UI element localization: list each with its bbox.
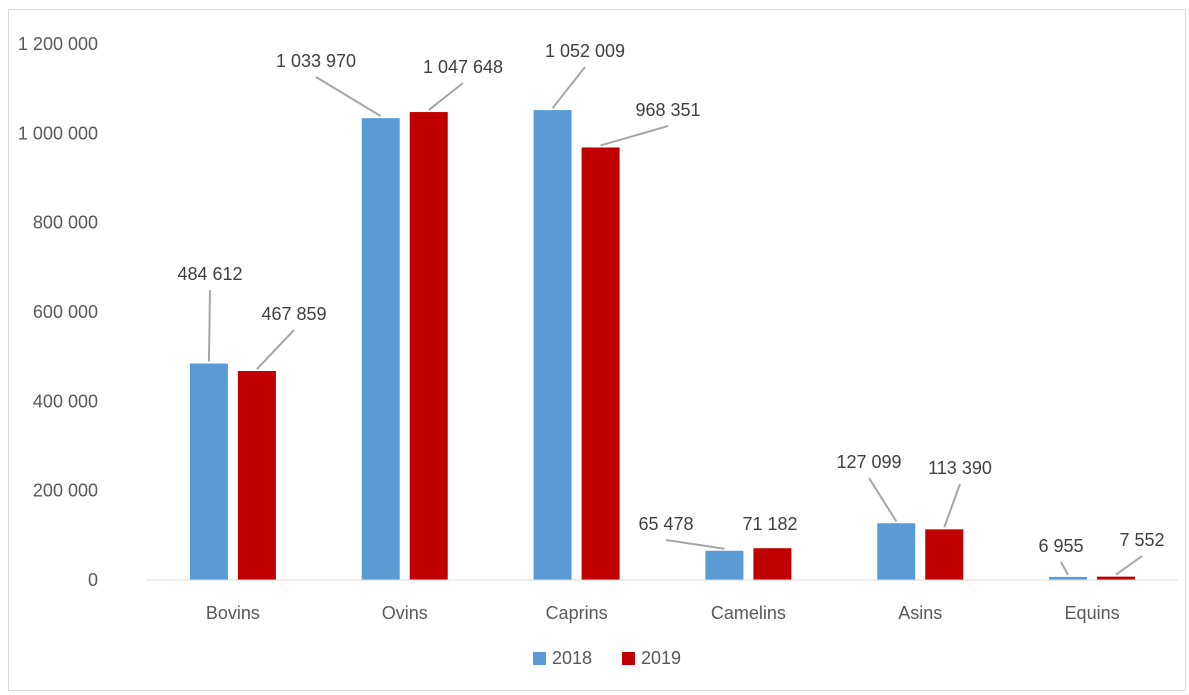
data-label-2019-asins: 113 390 xyxy=(928,458,992,478)
data-label-leader-line xyxy=(868,477,898,522)
legend-label-2018: 2018 xyxy=(552,648,592,668)
bar-2019-asins xyxy=(925,529,964,580)
data-label-leader-line xyxy=(665,539,725,550)
bar-2018-asins xyxy=(877,523,916,580)
bar-2019-caprins xyxy=(581,147,620,580)
data-label-leader-line xyxy=(428,82,464,111)
data-label-leader-line xyxy=(315,76,382,118)
data-label-2018-ovins: 1 033 970 xyxy=(276,51,356,71)
data-label-leader-line xyxy=(600,125,669,147)
y-tick-label: 1 200 000 xyxy=(18,34,98,54)
x-tick-label: Camelins xyxy=(711,603,786,623)
bar-2018-equins xyxy=(1049,576,1088,580)
data-label-leader-line xyxy=(1115,555,1143,576)
x-tick-label: Bovins xyxy=(206,603,260,623)
data-label-2019-camelins: 71 182 xyxy=(742,514,797,534)
data-label-2018-bovins: 484 612 xyxy=(177,264,242,284)
y-tick-label: 0 xyxy=(88,570,98,590)
y-tick-label: 400 000 xyxy=(33,391,98,411)
y-tick-label: 800 000 xyxy=(33,213,98,233)
bar-2018-caprins xyxy=(533,110,572,580)
x-tick-label: Ovins xyxy=(382,603,428,623)
data-label-2018-asins: 127 099 xyxy=(836,452,901,472)
data-label-leader-line xyxy=(1060,561,1069,576)
data-label-leader-line xyxy=(943,483,961,528)
bar-2019-ovins xyxy=(409,112,448,580)
x-tick-label: Asins xyxy=(898,603,942,623)
data-label-2018-camelins: 65 478 xyxy=(638,514,693,534)
data-label-leader-line xyxy=(256,329,295,370)
y-tick-label: 600 000 xyxy=(33,302,98,322)
data-label-leader-line xyxy=(207,289,211,362)
bar-2019-bovins xyxy=(237,371,276,580)
legend-swatch-2019 xyxy=(622,652,635,665)
bar-2018-ovins xyxy=(361,118,400,580)
bar-2019-equins xyxy=(1097,576,1136,580)
y-tick-label: 1 000 000 xyxy=(18,123,98,143)
legend-swatch-2018 xyxy=(533,652,546,665)
data-label-2018-equins: 6 955 xyxy=(1038,536,1083,556)
data-label-2019-ovins: 1 047 648 xyxy=(423,57,503,77)
bar-2018-bovins xyxy=(189,363,228,580)
data-label-2019-bovins: 467 859 xyxy=(261,304,326,324)
data-label-2019-equins: 7 552 xyxy=(1119,530,1164,550)
x-tick-label: Caprins xyxy=(546,603,608,623)
bar-2019-camelins xyxy=(753,548,792,580)
x-tick-label: Equins xyxy=(1065,603,1120,623)
legend-label-2019: 2019 xyxy=(641,648,681,668)
bar-2018-camelins xyxy=(705,550,744,580)
data-label-2019-caprins: 968 351 xyxy=(635,100,700,120)
y-tick-label: 200 000 xyxy=(33,481,98,501)
data-label-2018-caprins: 1 052 009 xyxy=(545,41,625,61)
data-label-leader-line xyxy=(551,66,586,109)
